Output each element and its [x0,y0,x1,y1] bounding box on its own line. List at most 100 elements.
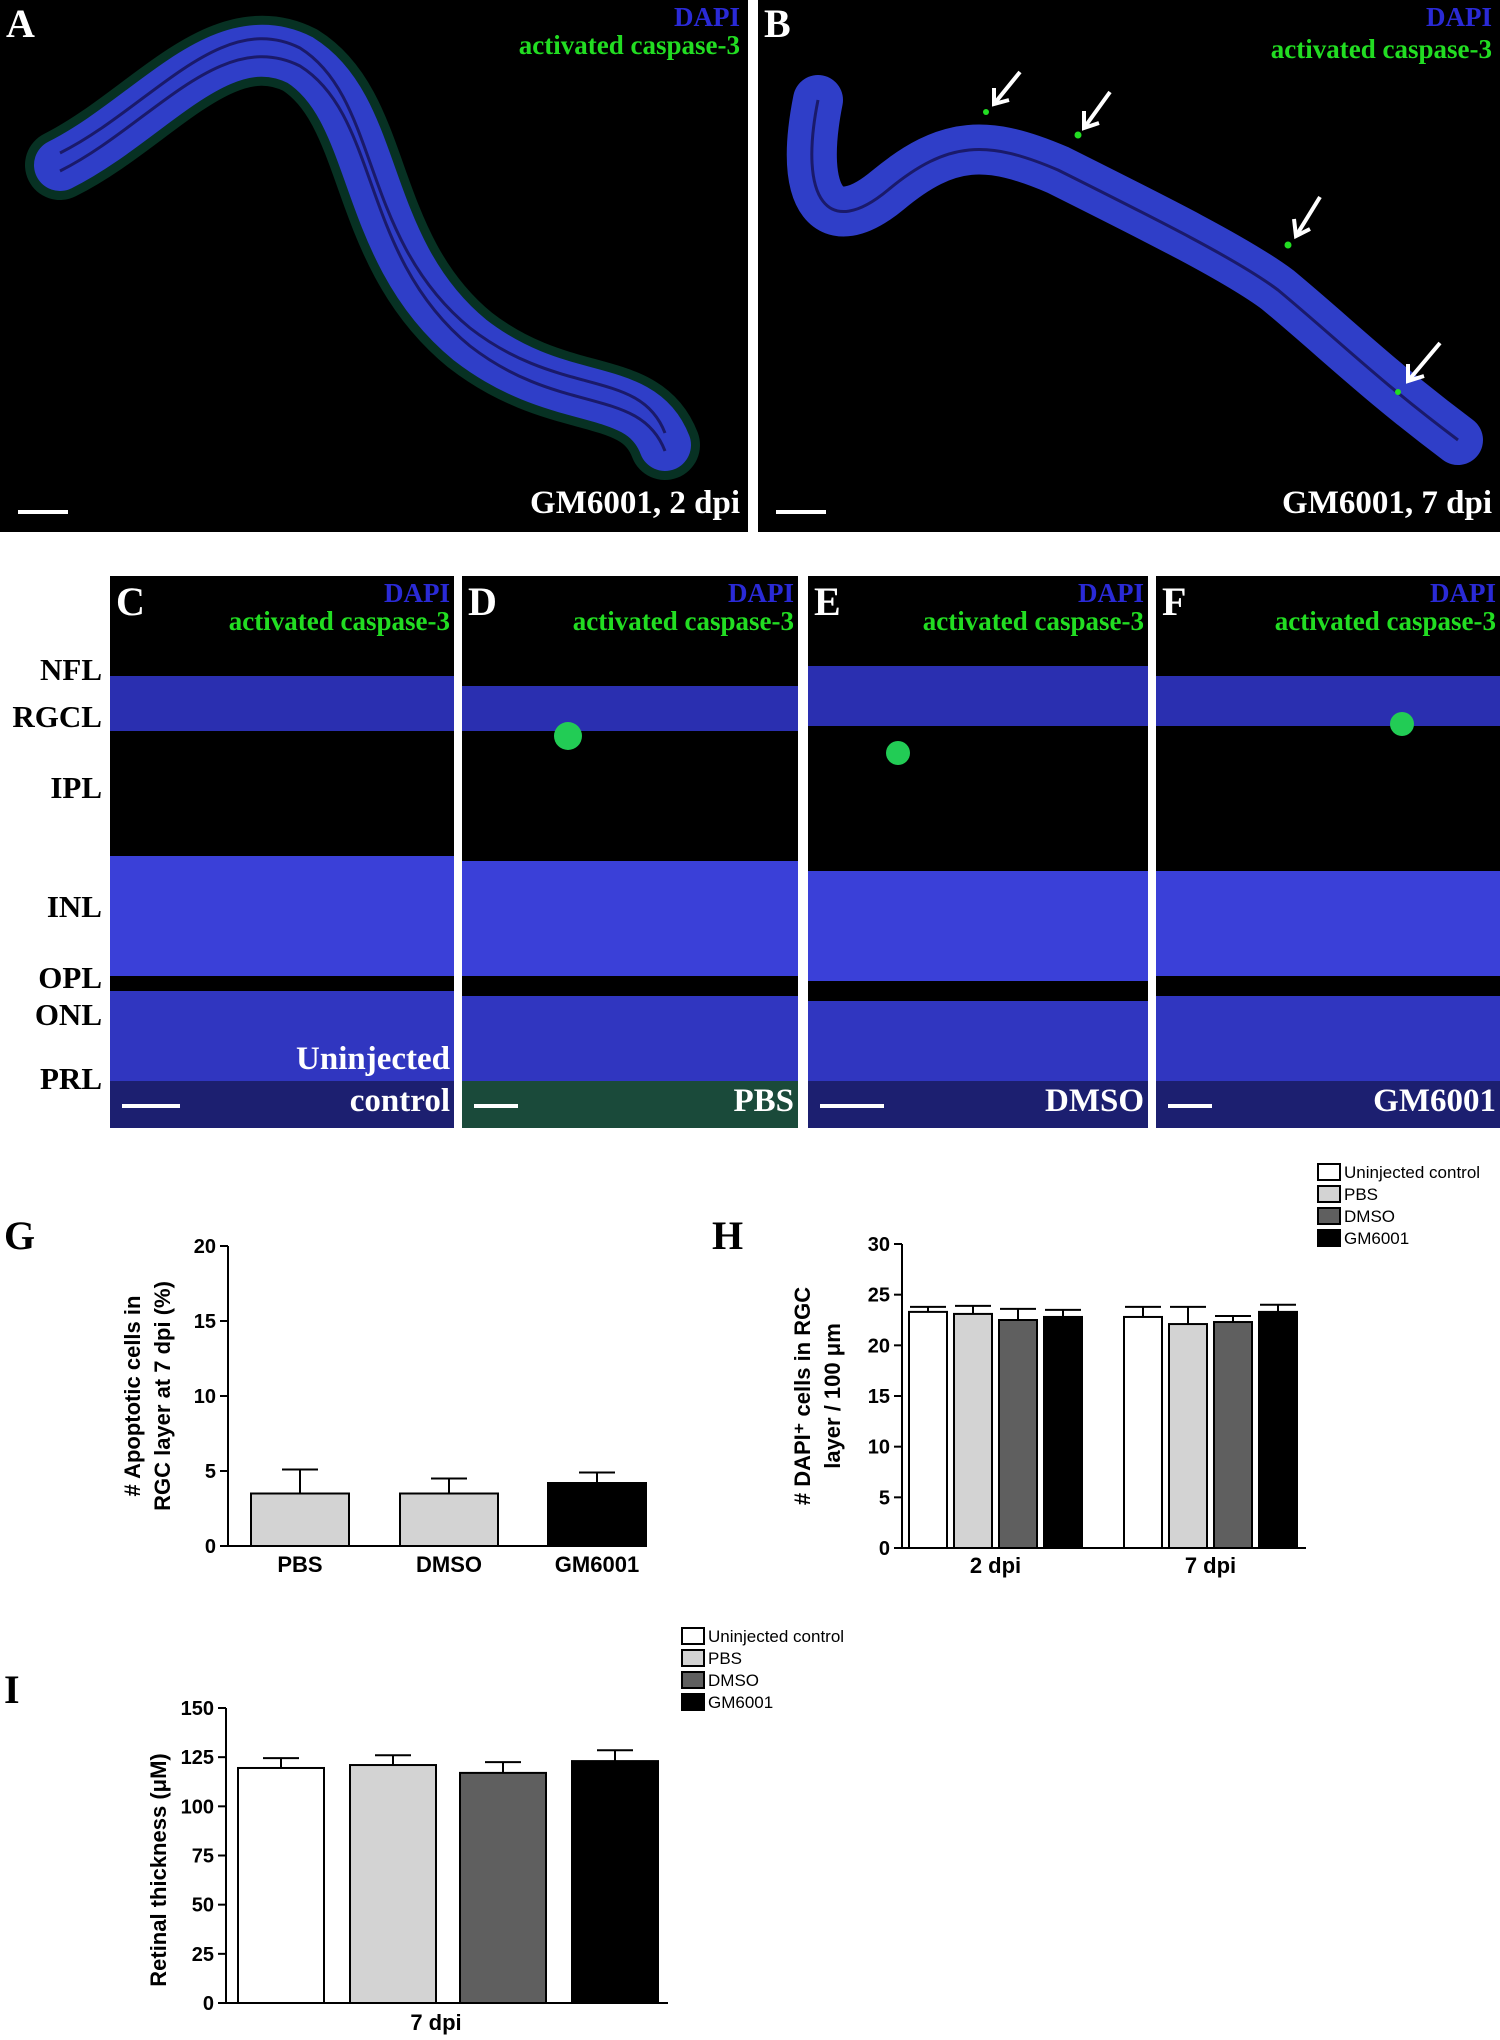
chart-h-bar [953,1312,993,1550]
arrow-icons [992,70,1442,384]
layer-label-rgcl: RGCL [12,699,102,734]
chart-i-legend-swatch [681,1649,705,1667]
dapi-legend-c: DAPI [384,578,450,608]
chart-i-y-tick-label: 100 [181,1796,214,1818]
layer-label-inl: INL [46,889,102,924]
condition-label-d: PBS [733,1082,794,1119]
chart-g-y-tick-label: 20 [194,1236,216,1258]
scale-bar-e [820,1104,884,1108]
chart-h-bar [1043,1315,1083,1549]
chart-h-bar [1123,1315,1163,1549]
scale-bar-b [776,510,826,514]
caspase-legend-f: activated caspase-3 [1274,606,1496,636]
panel-letter-h: H [712,1213,744,1258]
condition-label-b: GM6001, 7 dpi [1282,484,1492,521]
chart-h-legend-label: PBS [1344,1185,1378,1204]
condition-label-e: DMSO [1045,1082,1144,1119]
chart-i-bar [349,1764,437,2004]
chart-h-y-tick-label: 5 [879,1487,890,1509]
panel-letter-e: E [814,579,841,624]
chart-i-y-tick-label: 150 [181,1698,214,1720]
chart-g-bar [547,1482,647,1547]
chart-h-legend-label: DMSO [1344,1207,1395,1226]
chart-h-x-tick-label: 7 dpi [1185,1553,1236,1578]
condition-label-c-line1: Uninjected [296,1040,450,1077]
micrograph-panel-f: F DAPI activated caspase-3 GM6001 [1156,576,1500,1128]
chart-i-legend-label: DMSO [708,1671,759,1690]
chart-h-y-tick-label: 30 [868,1234,890,1256]
chart-g-y-axis-label: RGC layer at 7 dpi (%) [150,1281,175,1511]
chart-i-legend-swatch [681,1627,705,1645]
chart-i-legend-label: PBS [708,1649,742,1668]
chart-h-y-tick-label: 0 [879,1538,890,1560]
scale-bar-d [474,1104,518,1108]
chart-h-bar [1213,1321,1253,1549]
chart-h-bar [998,1319,1038,1549]
layer-label-onl: ONL [34,997,102,1032]
chart-i-y-tick-label: 25 [192,1944,214,1966]
panel-letter-b: B [764,1,791,46]
chart-i-legend-label: GM6001 [708,1693,773,1712]
panel-letter-f: F [1162,579,1187,624]
chart-i-bar [237,1766,325,2004]
chart-h-y-axis-label: layer / 100 μm [820,1323,845,1469]
retina-layers-image-e [808,666,1148,1128]
caspase-legend-e: activated caspase-3 [922,606,1144,636]
micrograph-panel-e: E DAPI activated caspase-3 DMSO [808,576,1148,1128]
chart-h-legend-swatch [1317,1207,1341,1225]
condition-label-a: GM6001, 2 dpi [530,484,740,521]
chart-i-legend-swatch [681,1671,705,1689]
chart-i-legend-label: Uninjected control [708,1627,844,1646]
micrograph-panel-c: C DAPI activated caspase-3 Uninjected co… [110,576,454,1128]
chart-i-legend-swatch [681,1693,705,1711]
retina-layers-image-f [1156,676,1500,1128]
chart-h-y-tick-label: 10 [868,1437,890,1459]
chart-g-y-tick-label: 10 [194,1386,216,1408]
chart-g-y-tick-label: 0 [205,1536,216,1558]
chart-g-y-tick-label: 15 [194,1311,216,1333]
condition-label-f: GM6001 [1373,1082,1496,1119]
chart-i-x-tick-label: 7 dpi [410,2010,461,2035]
panel-letter-d: D [468,579,497,624]
chart-h-y-tick-label: 15 [868,1386,890,1408]
chart-i-y-tick-label: 75 [192,1846,214,1868]
chart-i-y-axis-label: Retinal thickness (μM) [146,1753,171,1987]
chart-h-y-tick-label: 20 [868,1335,890,1357]
retina-section-image-a [25,15,700,480]
chart-g-x-tick-label: DMSO [416,1552,482,1577]
chart-h-bar [1258,1310,1298,1549]
dapi-legend-b: DAPI [1426,2,1492,32]
chart-g-y-tick-label: 5 [205,1461,216,1483]
retina-section-image-b [786,70,1483,465]
dapi-legend-f: DAPI [1430,578,1496,608]
chart-h-legend-label: GM6001 [1344,1229,1409,1248]
caspase-legend-d: activated caspase-3 [572,606,794,636]
dapi-legend-e: DAPI [1078,578,1144,608]
chart-i-bar [571,1760,659,2004]
chart-g-bar [250,1492,350,1547]
caspase-legend-b: activated caspase-3 [1270,34,1492,64]
chart-i-y-tick-label: 0 [203,1993,214,2015]
chart-g-bar [399,1492,499,1547]
caspase-legend-a: activated caspase-3 [518,30,740,60]
micrograph-panel-b: B DAPI activated caspase-3 GM6001, 7 dpi [758,0,1500,532]
chart-i-bar [459,1771,547,2005]
micrograph-panel-d: D DAPI activated caspase-3 PBS [462,576,798,1128]
layer-label-ipl: IPL [50,770,102,805]
chart-i-y-tick-label: 125 [181,1747,214,1769]
scale-bar-c [122,1104,180,1108]
panel-letter-g: G [4,1213,36,1258]
layer-label-prl: PRL [40,1061,102,1096]
chart-h-bar [908,1310,948,1549]
chart-h-y-axis-label: # DAPI⁺ cells in RGC [790,1287,815,1505]
panel-letter-c: C [116,579,145,624]
chart-h-bar [1168,1323,1208,1550]
chart-h-legend-swatch [1317,1185,1341,1203]
retina-layers-image-c [110,676,454,1128]
scale-bar-a [18,510,68,514]
layer-label-opl: OPL [38,960,102,995]
dapi-legend-d: DAPI [728,578,794,608]
dapi-legend-a: DAPI [674,2,740,32]
chart-g-x-tick-label: PBS [277,1552,322,1577]
